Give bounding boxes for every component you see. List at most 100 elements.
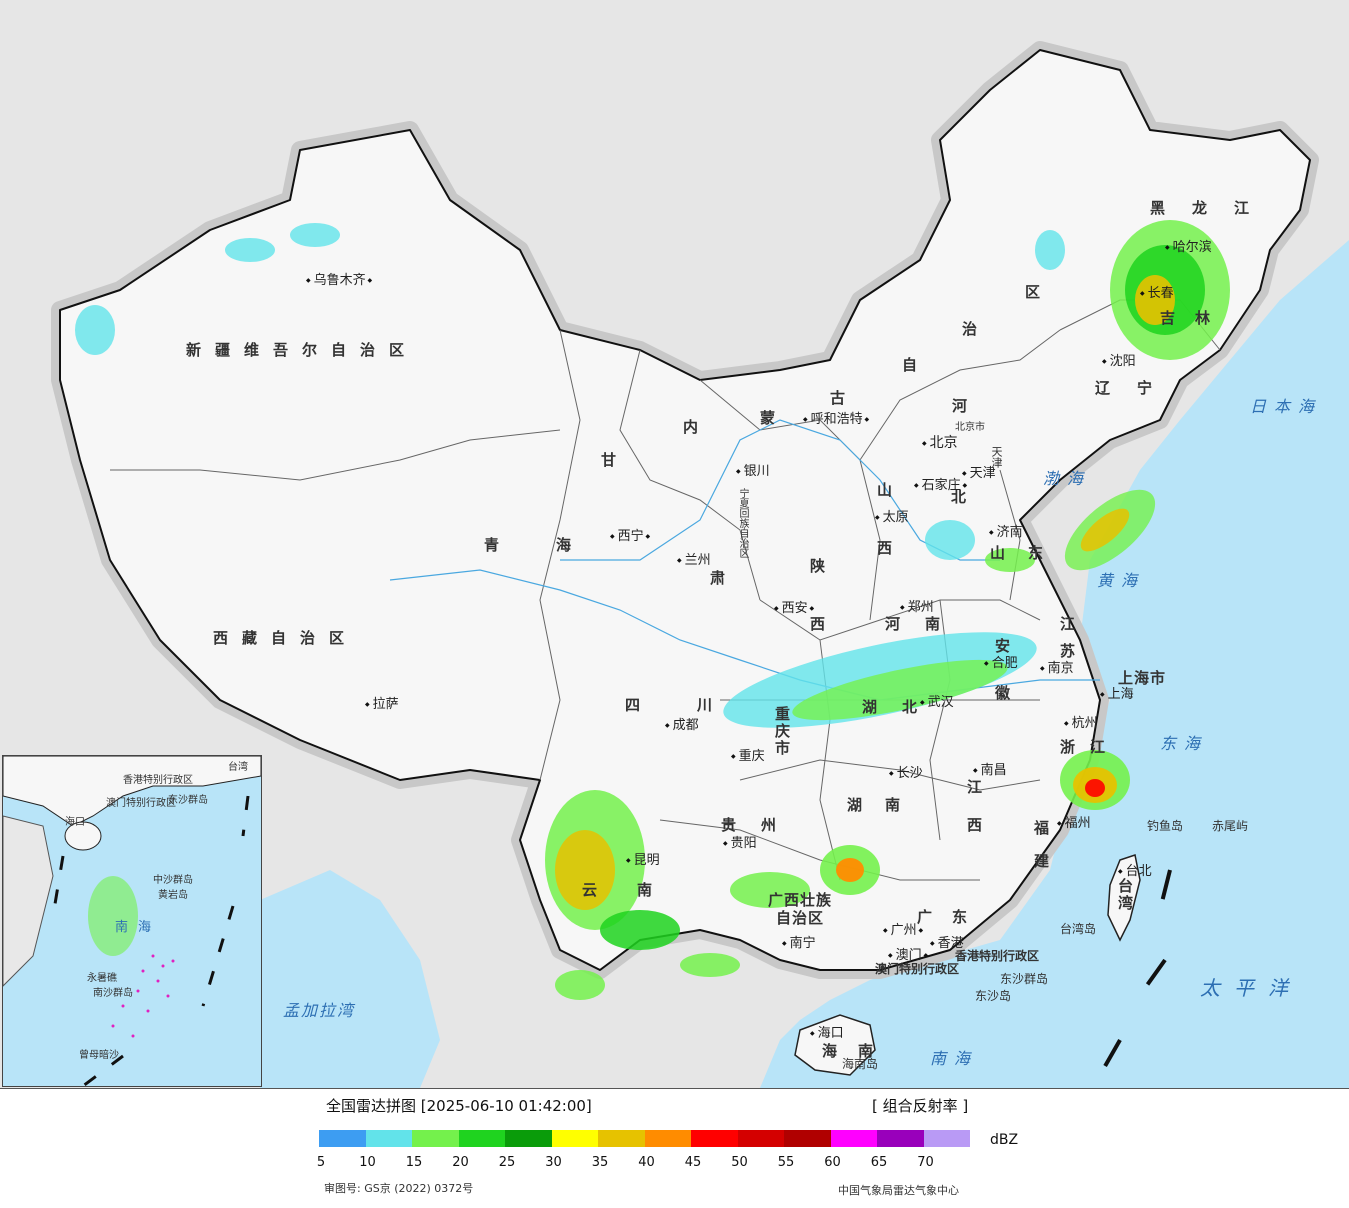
inset-label-taiwan: 台湾 <box>228 762 248 773</box>
city-jinan: 济南 <box>989 521 1023 540</box>
city-urumqi: 乌鲁木齐 <box>306 269 372 288</box>
label-guangdong-2: 东 <box>952 908 982 926</box>
label-qinghai-2: 海 <box>556 536 586 554</box>
label-liaoning-1: 辽 <box>1095 379 1125 397</box>
legend-tick-label: 65 <box>870 1155 888 1170</box>
label-shandong-1: 山 <box>990 544 1020 562</box>
label-shanxi-2: 西 <box>877 539 907 557</box>
legend-swatch <box>505 1130 552 1147</box>
legend-swatch <box>737 1130 784 1147</box>
sea-bay-of-bengal-label: 孟加拉湾 <box>283 1001 356 1020</box>
city-tianjin: 天津 <box>962 462 996 481</box>
city-hangzhou: 杭州 <box>1064 712 1098 731</box>
label-guangxi: 广西壮族自治区 <box>767 891 832 927</box>
legend-tick-label: 20 <box>452 1155 469 1170</box>
label-yunnan-1: 云 <box>582 881 612 899</box>
city-nanning: 南宁 <box>782 932 816 951</box>
city-changsha: 长沙 <box>889 762 923 781</box>
legend-tick-label: 50 <box>731 1155 748 1170</box>
city-beijing: 北京 <box>922 432 958 452</box>
city-hohhot: 呼和浩特 <box>803 408 869 427</box>
legend-swatch <box>412 1130 459 1147</box>
label-jiangxi-1: 江 <box>967 778 997 796</box>
sea-south-china-sea: 南海 <box>930 1049 979 1068</box>
label-anhui-1: 安 <box>995 637 1025 655</box>
island-taiwan: 台湾岛 <box>1060 922 1097 936</box>
inset-label-south-sea: 南海 <box>115 920 162 935</box>
legend-swatch <box>644 1130 691 1147</box>
label-hk-sar: 香港特别行政区 <box>955 949 1040 963</box>
label-gansu-1: 甘 <box>601 451 631 469</box>
label-hunan-1: 湖 <box>847 796 877 814</box>
legend-tick-label: 45 <box>684 1155 702 1170</box>
label-neimenggu-4: 自 <box>902 356 932 374</box>
label-hubei-2: 北 <box>902 698 932 716</box>
label-shanxi-1: 山 <box>877 481 907 499</box>
island-chiwei: 赤尾屿 <box>1212 819 1249 833</box>
inset-label-huangyan: 黄岩岛 <box>158 890 188 901</box>
label-shaanxi-1: 陕 <box>810 557 840 575</box>
city-shanghai: 上海 <box>1100 683 1134 702</box>
legend-swatch <box>784 1130 831 1147</box>
legend-swatch <box>551 1130 598 1147</box>
maritime-boundary <box>1098 869 1172 1076</box>
china-radar-map: 新疆维吾尔自治区 西藏自治区 青 海 甘 肃 内 蒙 古 自 治 区 黑 龙 江… <box>0 0 1349 1089</box>
legend-panel: 全国雷达拼图 [2025-06-10 01:42:00] [ 组合反射率 ] d… <box>0 1089 1349 1208</box>
sea-bohai-label: 渤海 <box>1043 469 1092 488</box>
label-anhui-2: 徽 <box>995 684 1025 702</box>
city-guangzhou: 广州 <box>883 919 923 938</box>
legend-color-bar <box>319 1130 970 1147</box>
inset-label-macau: 澳门特别行政区 <box>106 798 176 809</box>
label-jilin-1: 吉 <box>1160 309 1190 327</box>
label-shandong-2: 东 <box>1028 544 1058 562</box>
legend-tick-label: 15 <box>405 1155 423 1170</box>
label-hebei-1: 河 <box>952 397 982 415</box>
label-qinghai-1: 青 <box>484 536 514 554</box>
city-chongqing: 重庆 <box>731 745 765 764</box>
map-canvas <box>51 41 1349 1088</box>
legend-swatch <box>691 1130 738 1147</box>
legend-tick-label: 10 <box>359 1155 376 1170</box>
island-dongsha-islands: 东沙群岛 <box>1000 972 1049 986</box>
label-neimenggu-2: 蒙 <box>760 409 790 427</box>
city-shenyang: 沈阳 <box>1102 350 1136 369</box>
label-guizhou-1: 贵 <box>721 816 751 834</box>
sea-yellow-sea: 黄海 <box>1097 571 1146 590</box>
label-xizang: 西藏自治区 <box>213 629 359 647</box>
inset-canvas <box>3 756 261 1086</box>
label-jiangsu-2: 苏 <box>1060 642 1090 660</box>
label-zhejiang-1: 浙 <box>1060 738 1090 756</box>
label-zhejiang-2: 江 <box>1090 738 1120 756</box>
label-chongqing: 重庆市 <box>773 706 791 757</box>
legend-tick-label: 35 <box>591 1155 609 1170</box>
legend-tick-label: 25 <box>498 1155 516 1170</box>
china-landmass <box>59 49 1311 971</box>
label-taiwan: 台湾 <box>1116 878 1134 912</box>
legend-swatch <box>923 1130 970 1147</box>
legend-swatch <box>877 1130 924 1147</box>
label-neimenggu-3: 古 <box>830 389 860 407</box>
label-ningxia: 宁夏回族自治区 <box>737 488 748 558</box>
label-neimenggu-6: 区 <box>1025 283 1055 301</box>
inset-label-yongshu: 永暑礁 <box>87 973 117 984</box>
label-xinjiang: 新疆维吾尔自治区 <box>186 341 419 359</box>
legend-swatch <box>598 1130 645 1147</box>
radar-echoes <box>75 220 1230 1000</box>
label-shaanxi-2: 西 <box>810 615 840 633</box>
inset-label-haikou: 海口 <box>65 817 85 828</box>
city-haikou: 海口 <box>810 1022 844 1041</box>
city-taipei: 台北 <box>1118 860 1152 879</box>
city-hongkong: 香港 <box>930 932 964 951</box>
city-changchun: 长春 <box>1140 282 1174 301</box>
city-lanzhou: 兰州 <box>677 549 711 568</box>
city-xining: 西宁 <box>610 525 650 544</box>
city-nanchang: 南昌 <box>973 759 1007 778</box>
city-fuzhou: 福州 <box>1057 812 1091 831</box>
label-sichuan-1: 四 <box>625 696 655 714</box>
label-jilin-2: 林 <box>1195 309 1225 327</box>
sea-area <box>760 240 1349 1088</box>
south-china-sea-inset: 南海 中沙群岛 黄岩岛 永暑礁 南沙群岛 曾母暗沙 海口 香港特别行政区 澳门特… <box>2 755 262 1087</box>
legend-ticks: 5 10 15 20 25 30 35 40 45 50 55 60 65 70 <box>317 1155 959 1171</box>
city-harbin: 哈尔滨 <box>1165 236 1212 255</box>
label-hainan-2: 南 <box>858 1042 888 1060</box>
